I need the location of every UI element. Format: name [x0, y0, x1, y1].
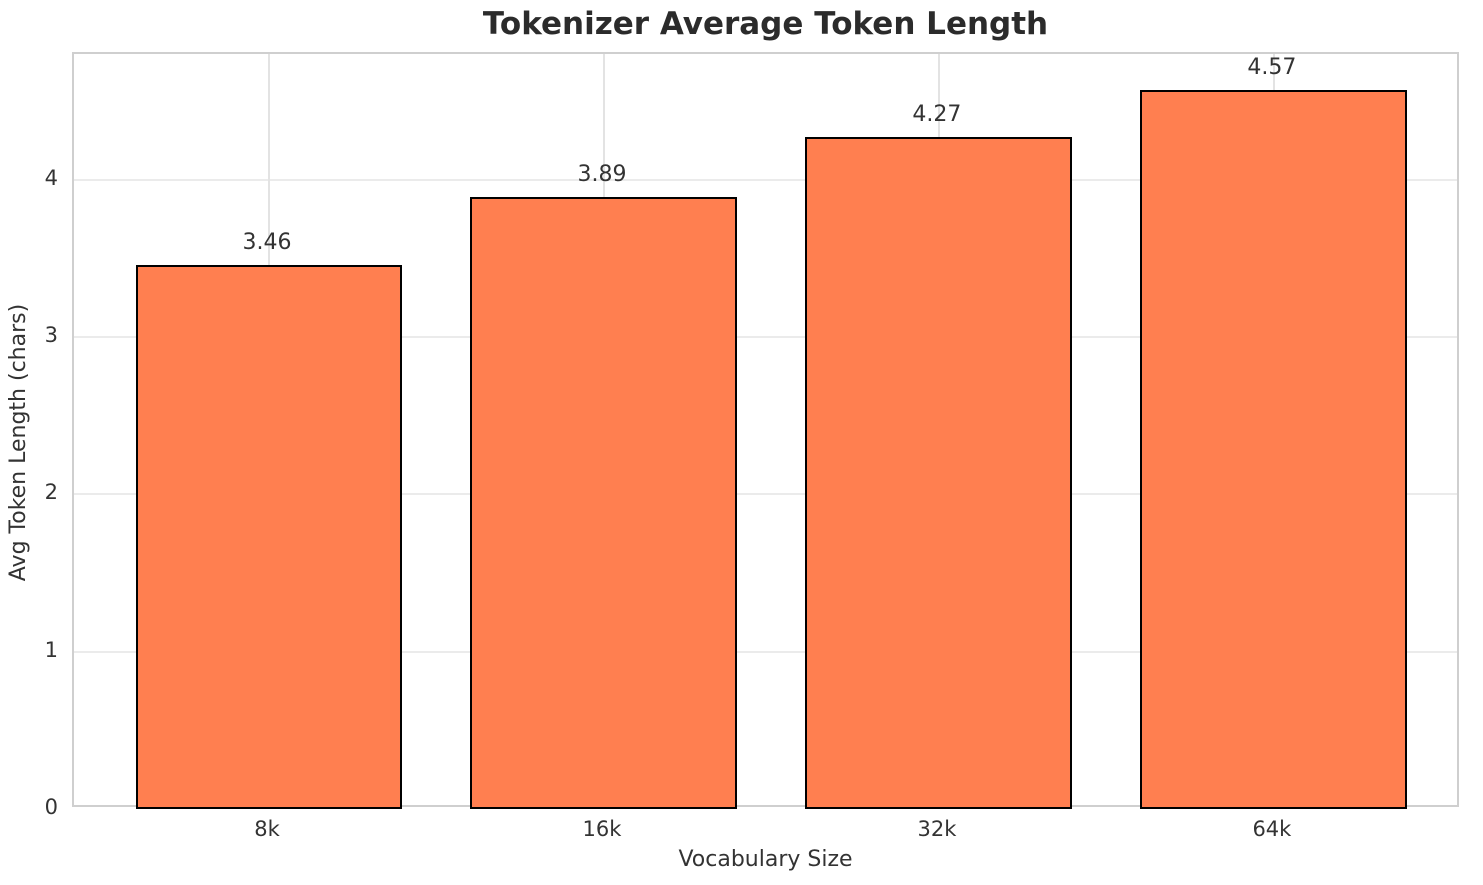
bar-value-label: 4.57: [1247, 55, 1297, 81]
bar-64k: [1140, 90, 1408, 809]
bar-value-label: 3.89: [577, 162, 627, 188]
x-tick-label: 16k: [582, 817, 622, 841]
bar-8k: [135, 264, 403, 809]
y-tick-label: 2: [44, 480, 58, 505]
y-tick-label: 4: [44, 165, 58, 190]
x-tick-label: 8k: [254, 817, 280, 841]
bar-value-label: 4.27: [912, 102, 962, 128]
chart-title: Tokenizer Average Token Length: [482, 6, 1049, 42]
x-tick-label: 32k: [917, 817, 957, 841]
bar-16k: [470, 197, 738, 809]
plot-area: [72, 52, 1459, 809]
y-gridline: [74, 650, 1457, 653]
x-axis-title: Vocabulary Size: [678, 847, 853, 872]
y-gridline: [74, 336, 1457, 339]
y-gridline: [74, 178, 1457, 181]
bar-value-label: 3.46: [242, 229, 292, 255]
x-tick-label: 64k: [1252, 817, 1292, 841]
y-tick-label: 0: [44, 795, 58, 819]
y-tick-label: 3: [44, 323, 58, 348]
y-tick-label: 1: [44, 637, 58, 662]
y-gridline: [74, 493, 1457, 496]
y-axis-title: Avg Token Length (chars): [6, 303, 31, 582]
bar-32k: [805, 137, 1073, 809]
